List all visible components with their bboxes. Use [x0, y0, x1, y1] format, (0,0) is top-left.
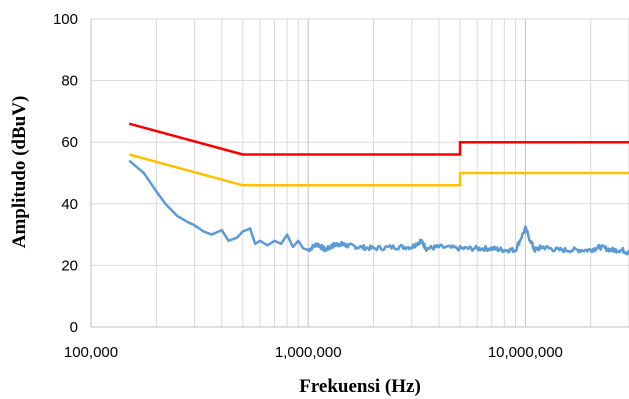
x-tick-label: 1,000,000 — [275, 344, 342, 361]
series-line-2 — [128, 153, 629, 187]
y-tick-labels: 0 20 40 60 80 100 — [53, 11, 78, 336]
series-line-1 — [128, 122, 629, 156]
series-lines — [128, 122, 629, 256]
y-tick-label: 100 — [53, 11, 78, 28]
x-tick-label: 10,000,000 — [488, 344, 563, 361]
y-tick-label: 80 — [61, 73, 78, 90]
y-tick-label: 20 — [61, 257, 78, 274]
axes — [90, 19, 629, 328]
x-axis-title: Frekuensi (Hz) — [299, 376, 421, 397]
x-tick-label: 100,000 — [64, 344, 118, 361]
x-tick-labels: 100,000 1,000,000 10,000,000 — [64, 344, 563, 361]
series-line-3 — [128, 159, 629, 256]
y-tick-label: 60 — [61, 134, 78, 151]
y-tick-label: 40 — [61, 196, 78, 213]
y-axis-title: Amplitudo (dBuV) — [9, 96, 30, 249]
y-tick-label: 0 — [70, 319, 78, 336]
